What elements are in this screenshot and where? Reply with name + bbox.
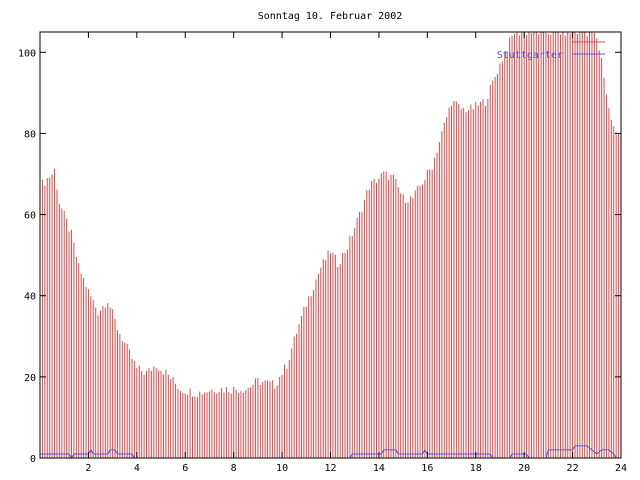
x-tick-label: 20: [518, 463, 530, 474]
chart-title: Sonntag 10. Februar 2002: [258, 11, 403, 22]
x-tick-label: 24: [615, 463, 627, 474]
legend-label: Stuttgarter: [497, 50, 563, 61]
legend: Stuttgarter: [497, 41, 605, 61]
x-tick-label: 10: [276, 463, 288, 474]
x-tick-label: 6: [182, 463, 188, 474]
x-tick-label: 18: [470, 463, 482, 474]
y-tick-label: 60: [24, 211, 36, 222]
impulse-bars: [39, 32, 622, 458]
y-tick-label: 40: [24, 292, 36, 303]
x-tick-label: 22: [567, 463, 579, 474]
stuttgarter-line: [40, 445, 621, 459]
y-tick-label: 0: [30, 454, 36, 465]
x-tick-label: 2: [85, 463, 91, 474]
x-tick-label: 16: [421, 463, 433, 474]
y-tick-label: 100: [18, 48, 36, 59]
y-tick-label: 80: [24, 129, 36, 140]
y-tick-label: 20: [24, 373, 36, 384]
x-tick-label: 14: [373, 463, 385, 474]
stuttgarter-line-group: [40, 445, 621, 459]
x-tick-label: 4: [134, 463, 140, 474]
x-tick-label: 8: [231, 463, 237, 474]
x-tick-label: 12: [324, 463, 336, 474]
